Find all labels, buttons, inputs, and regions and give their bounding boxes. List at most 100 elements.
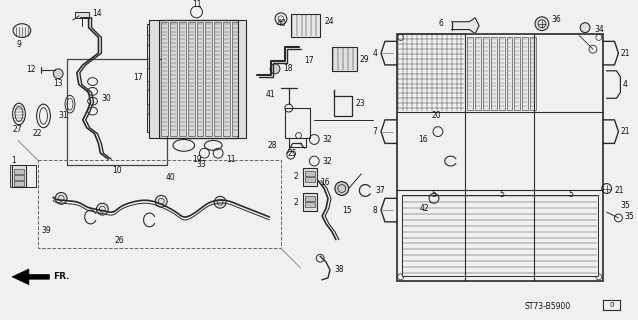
- Bar: [304, 193, 317, 211]
- Bar: [188, 22, 195, 136]
- Bar: [38, 160, 281, 248]
- Text: 11: 11: [226, 155, 235, 164]
- Text: 29: 29: [359, 54, 369, 64]
- Text: 7: 7: [372, 127, 377, 136]
- Bar: [10, 165, 12, 187]
- Text: 9: 9: [17, 40, 22, 49]
- Bar: [147, 81, 153, 91]
- Bar: [291, 14, 320, 37]
- Text: 32: 32: [322, 156, 332, 165]
- Text: 2: 2: [294, 172, 299, 181]
- Text: ST73-B5900: ST73-B5900: [524, 302, 570, 311]
- Text: 41: 41: [265, 90, 275, 99]
- Bar: [514, 37, 521, 110]
- Bar: [397, 34, 603, 281]
- Bar: [306, 202, 315, 207]
- Text: 35: 35: [620, 201, 630, 210]
- Ellipse shape: [13, 24, 31, 37]
- Text: 40: 40: [165, 173, 175, 182]
- Text: 20: 20: [431, 111, 441, 120]
- Text: 35: 35: [625, 212, 634, 220]
- Text: 8: 8: [373, 206, 377, 215]
- Text: 26: 26: [114, 236, 124, 245]
- Bar: [170, 22, 177, 136]
- Text: 38: 38: [334, 266, 343, 275]
- Circle shape: [270, 64, 280, 74]
- Text: 19: 19: [192, 155, 202, 164]
- Bar: [306, 171, 315, 176]
- Text: 40: 40: [277, 19, 287, 28]
- Bar: [306, 196, 315, 201]
- Text: 34: 34: [595, 25, 605, 34]
- Text: 16: 16: [419, 135, 428, 144]
- Bar: [238, 20, 246, 138]
- Text: 1: 1: [11, 156, 17, 164]
- Text: 36: 36: [552, 15, 561, 24]
- Text: 5: 5: [431, 190, 436, 199]
- Circle shape: [214, 196, 226, 208]
- Circle shape: [580, 23, 590, 33]
- Text: 25: 25: [288, 149, 297, 158]
- Bar: [306, 177, 315, 182]
- Bar: [530, 37, 536, 110]
- Bar: [491, 37, 497, 110]
- Bar: [147, 58, 153, 68]
- Bar: [147, 104, 153, 114]
- Text: 31: 31: [58, 111, 68, 120]
- Text: 30: 30: [101, 94, 111, 103]
- Bar: [161, 22, 168, 136]
- Bar: [147, 36, 153, 45]
- Text: 21: 21: [614, 186, 624, 195]
- Circle shape: [54, 69, 63, 79]
- Bar: [223, 22, 230, 136]
- Text: 12: 12: [26, 65, 36, 74]
- Bar: [67, 59, 167, 165]
- Text: 28: 28: [267, 141, 277, 150]
- Bar: [14, 175, 24, 180]
- Text: 5: 5: [500, 190, 505, 199]
- Text: 22: 22: [33, 129, 42, 138]
- Bar: [179, 22, 186, 136]
- Bar: [468, 37, 473, 110]
- Text: 2: 2: [294, 198, 299, 207]
- Text: 21: 21: [620, 49, 630, 58]
- Text: 11: 11: [192, 0, 202, 9]
- Bar: [483, 37, 489, 110]
- Text: FR.: FR.: [54, 272, 70, 281]
- Bar: [499, 37, 505, 110]
- Text: 33: 33: [197, 159, 206, 169]
- Circle shape: [155, 196, 167, 207]
- Bar: [475, 37, 481, 110]
- Bar: [523, 37, 528, 110]
- Circle shape: [96, 203, 108, 215]
- Bar: [214, 22, 221, 136]
- Text: 6: 6: [439, 19, 444, 28]
- Bar: [14, 181, 24, 186]
- Bar: [12, 165, 26, 187]
- Bar: [332, 47, 357, 71]
- Text: 16: 16: [320, 178, 330, 187]
- Text: 42: 42: [419, 204, 429, 213]
- Text: 24: 24: [324, 17, 334, 26]
- Text: 23: 23: [355, 99, 365, 108]
- Text: 18: 18: [283, 64, 292, 73]
- Text: 17: 17: [304, 57, 314, 66]
- Polygon shape: [452, 18, 479, 34]
- Bar: [160, 20, 238, 138]
- Text: 14: 14: [93, 9, 102, 18]
- Circle shape: [56, 192, 67, 204]
- Text: 39: 39: [41, 226, 51, 235]
- Text: 10: 10: [112, 166, 122, 175]
- Text: 15: 15: [342, 206, 352, 215]
- Text: 4: 4: [622, 80, 627, 89]
- Circle shape: [335, 182, 348, 196]
- Bar: [147, 24, 154, 132]
- Text: 32: 32: [322, 135, 332, 144]
- Bar: [149, 20, 160, 138]
- Bar: [285, 108, 310, 138]
- Text: 37: 37: [375, 186, 385, 195]
- Bar: [401, 196, 598, 276]
- Text: 21: 21: [620, 127, 630, 136]
- Text: 5: 5: [568, 190, 574, 199]
- Bar: [197, 22, 204, 136]
